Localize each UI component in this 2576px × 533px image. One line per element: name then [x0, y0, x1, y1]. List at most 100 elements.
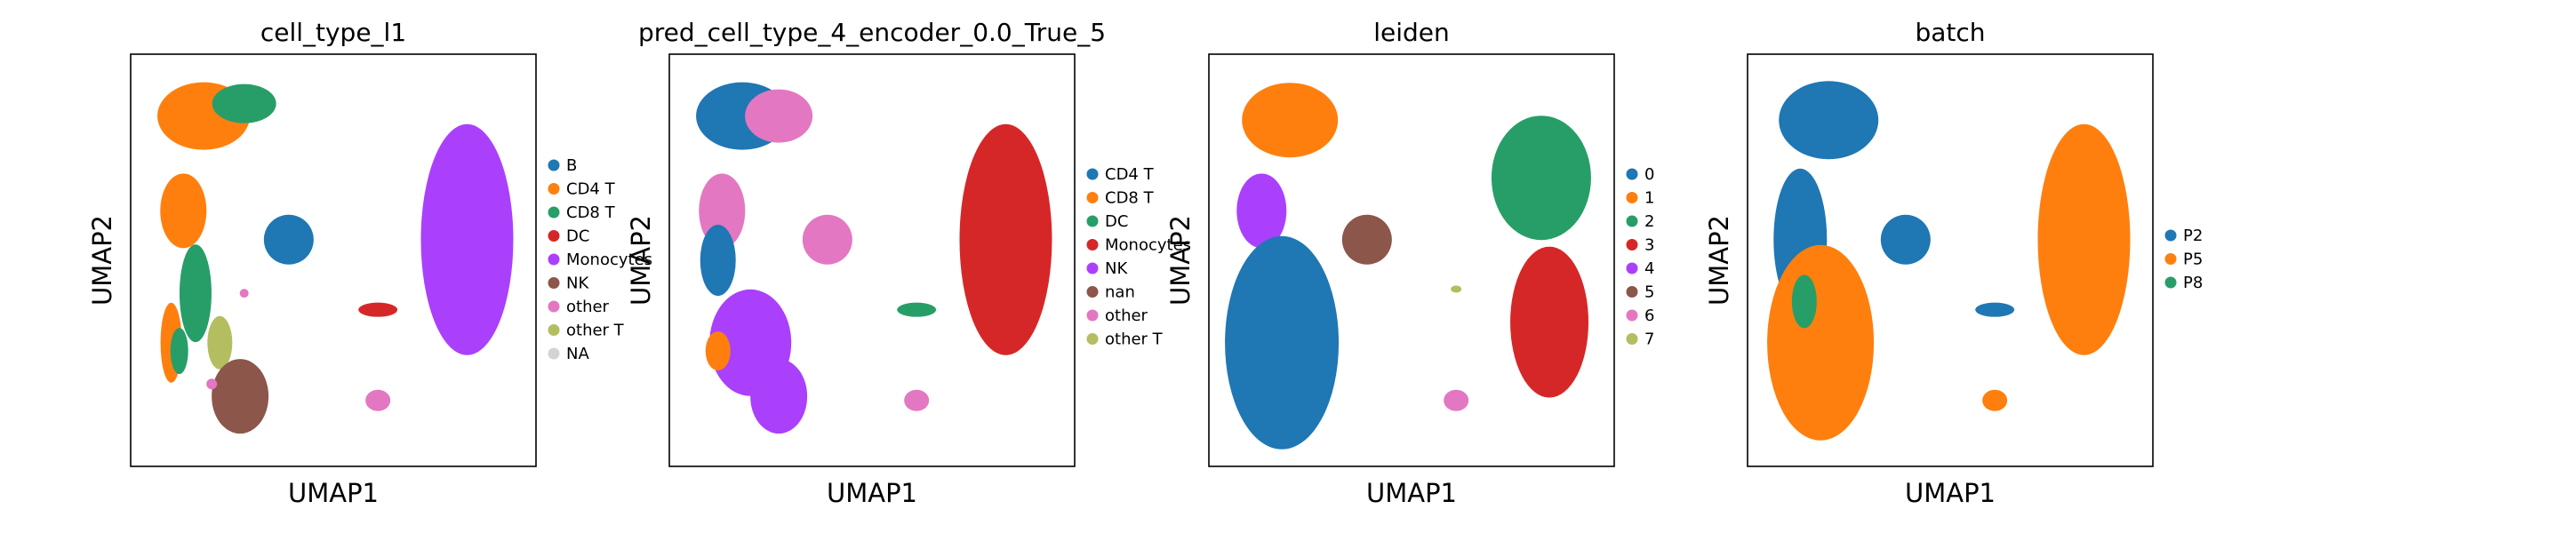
umap-scatter-area: [696, 82, 1052, 434]
cluster-other-t: [207, 315, 233, 370]
cluster-p5: [1767, 244, 1875, 441]
cluster-other: [365, 389, 391, 411]
legend-marker: [1086, 333, 1099, 345]
legend-label: 4: [1644, 259, 1654, 278]
legend-label: Monocytes: [566, 251, 652, 269]
legend-label: P5: [2183, 251, 2203, 269]
cluster-nk: [212, 359, 269, 434]
legend-marker: [2164, 229, 2177, 242]
legend-label: Monocytes: [1105, 236, 1191, 255]
legend-label: CD4 T: [566, 180, 616, 199]
legend-label: 5: [1644, 283, 1654, 302]
legend-marker: [1086, 239, 1099, 251]
cluster-cd4-t: [160, 173, 207, 249]
panel-pred-cell-type: pred_cell_type_4_encoder_0.0_True_5 UMAP…: [626, 18, 1191, 508]
cluster-4: [1236, 173, 1287, 249]
y-axis-label: UMAP2: [1165, 215, 1196, 306]
umap-scatter-area: [157, 82, 514, 434]
legend-label: P8: [2183, 274, 2203, 292]
cluster-other: [904, 389, 930, 411]
x-axis-label: UMAP1: [1366, 478, 1457, 508]
legend: B CD4 T CD8 T DC Monocytes NK other other T NA: [548, 156, 652, 363]
legend-label: 1: [1644, 189, 1654, 208]
legend-marker: [1086, 192, 1099, 203]
x-axis-label: UMAP1: [827, 478, 917, 508]
legend-marker: [1086, 168, 1099, 180]
legend-label: other T: [1105, 330, 1164, 349]
legend-marker: [548, 206, 560, 219]
legend-marker: [1086, 215, 1099, 227]
cluster-other: [745, 89, 813, 143]
legend-label: other: [1105, 306, 1148, 325]
umap-scatter-area: [1767, 81, 2131, 441]
legend-marker: [1626, 192, 1638, 203]
cluster-p2: [1975, 302, 2015, 317]
legend-marker: [1626, 309, 1638, 322]
legend-marker: [1626, 333, 1638, 345]
y-axis-label: UMAP2: [626, 215, 656, 306]
legend-marker: [2164, 276, 2177, 289]
legend-label: P2: [2183, 227, 2203, 245]
cluster-cd8-t: [170, 328, 188, 375]
legend-marker: [1086, 309, 1099, 322]
cluster-6: [1444, 389, 1469, 411]
cluster-cd8-t: [179, 244, 212, 343]
legend-label: other: [566, 298, 610, 316]
cluster-other: [206, 378, 218, 390]
legend-marker: [548, 159, 560, 171]
legend-label: B: [566, 156, 577, 175]
legend-label: 3: [1644, 236, 1654, 255]
legend-label: NK: [566, 274, 589, 293]
panel-title: batch: [1915, 18, 1985, 47]
plot-frame: [1208, 53, 1615, 467]
legend-label: nan: [1105, 283, 1135, 302]
cluster-0: [1225, 235, 1340, 449]
cluster-cd4-t: [700, 225, 736, 296]
plot-frame: [130, 53, 537, 467]
cluster-5: [1341, 214, 1392, 265]
legend-label: CD8 T: [1105, 189, 1155, 208]
cluster-p2: [1779, 81, 1879, 160]
cluster-cd8-t: [212, 84, 276, 123]
legend-marker: [1626, 239, 1638, 251]
x-axis-label: UMAP1: [288, 478, 379, 508]
legend-marker: [1086, 262, 1099, 274]
legend-marker: [548, 253, 560, 266]
cluster-monocytes: [420, 123, 514, 355]
panel-title: pred_cell_type_4_encoder_0.0_True_5: [638, 18, 1106, 47]
legend-label: 7: [1644, 330, 1654, 349]
cluster-other: [802, 214, 852, 265]
panel-title: cell_type_l1: [260, 18, 406, 47]
panel-cell-type-l1: cell_type_l1 UMAP1 UMAP2 B CD4 T CD8 T DC Mo…: [87, 18, 652, 508]
legend-marker: [1626, 286, 1638, 298]
legend-label: DC: [566, 227, 589, 246]
cluster-other: [239, 289, 249, 298]
legend-marker: [548, 324, 560, 336]
cluster-p5: [1982, 389, 2008, 411]
cluster-dc: [897, 302, 937, 317]
legend-label: NK: [1105, 259, 1128, 278]
umap-scatter-area: [1225, 83, 1591, 449]
cluster-3: [1510, 246, 1589, 398]
cluster-1: [1242, 83, 1339, 158]
legend-label: other T: [566, 322, 625, 340]
cluster-p5: [2037, 123, 2131, 355]
legend-marker: [548, 230, 560, 242]
legend-label: NA: [566, 345, 589, 363]
legend: 0 1 2 3 4 5 6 7: [1626, 165, 1654, 349]
cluster-7: [1451, 285, 1462, 293]
plot-frame: [668, 53, 1076, 467]
legend-label: CD4 T: [1105, 165, 1155, 184]
legend-marker: [548, 277, 560, 289]
legend-marker: [1626, 168, 1638, 180]
cluster-p2: [1880, 214, 1931, 265]
cluster-cd8-t: [705, 331, 731, 371]
panel-batch: batch UMAP1 UMAP2 P2 P5 P8: [1704, 18, 2203, 508]
legend-marker: [548, 300, 560, 313]
legend-label: DC: [1105, 212, 1128, 231]
cluster-dc: [358, 302, 398, 317]
y-axis-label: UMAP2: [87, 215, 117, 306]
x-axis-label: UMAP1: [1905, 478, 1996, 508]
legend-marker: [2164, 253, 2177, 265]
